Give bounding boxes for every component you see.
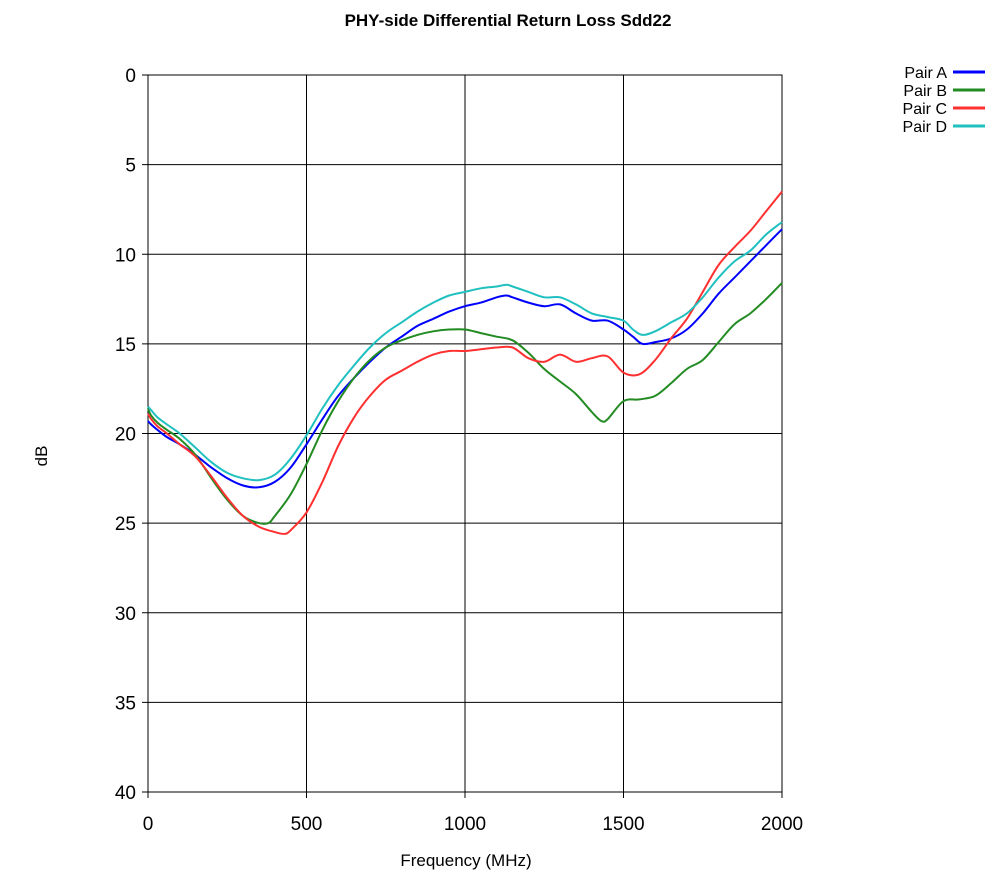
y-tick-label: 5	[125, 156, 136, 177]
x-axis-label: Frequency (MHz)	[400, 851, 531, 870]
x-tick-label: 1500	[602, 814, 644, 835]
legend-label-pair-b: Pair B	[903, 83, 947, 100]
x-tick-label: 0	[143, 814, 154, 835]
series-line-pair-d	[147, 221, 783, 482]
legend-label-pair-c: Pair C	[903, 101, 947, 118]
series-lines	[147, 190, 783, 535]
y-tick-label: 10	[115, 245, 136, 266]
series-line-pair-c	[147, 190, 783, 535]
chart-title: PHY-side Differential Return Loss Sdd22	[345, 11, 672, 30]
y-tick-label: 40	[115, 783, 136, 804]
y-axis-label: dB	[32, 446, 51, 467]
legend-label-pair-a: Pair A	[904, 65, 947, 82]
y-axis-ticks: 0 5 10 15 20 25 30 35 40	[115, 66, 148, 804]
series-line-pair-a	[147, 228, 783, 489]
y-tick-label: 15	[115, 335, 136, 356]
y-tick-label: 35	[115, 693, 136, 714]
y-tick-label: 20	[115, 425, 136, 446]
x-tick-label: 500	[291, 814, 323, 835]
x-axis-ticks: 0 500 1000 1500 2000	[143, 792, 803, 835]
grid-lines	[148, 75, 782, 792]
x-tick-label: 2000	[761, 814, 803, 835]
y-tick-label: 0	[125, 66, 136, 87]
y-tick-label: 30	[115, 604, 136, 625]
x-tick-label: 1000	[444, 814, 486, 835]
legend-label-pair-d: Pair D	[903, 119, 947, 136]
y-tick-label: 25	[115, 514, 136, 535]
